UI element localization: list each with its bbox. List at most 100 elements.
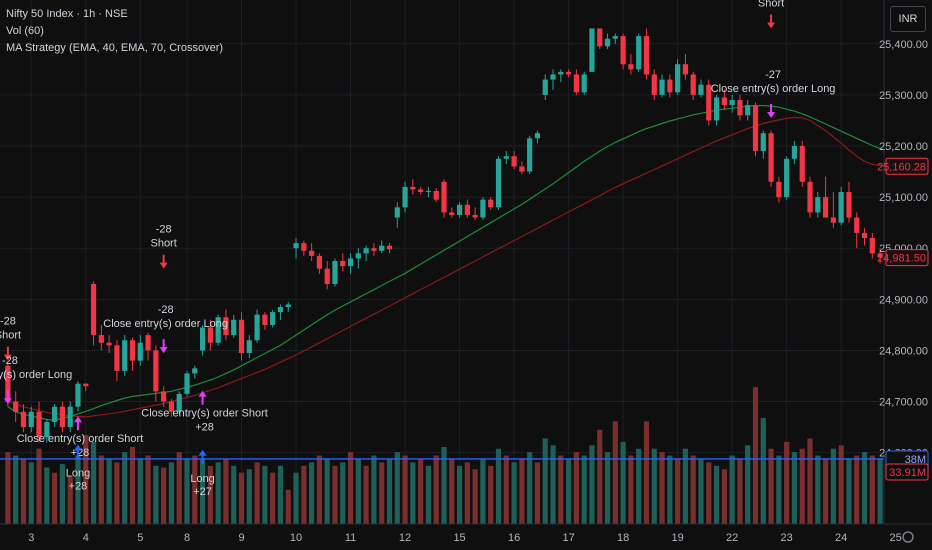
volume-bar bbox=[441, 447, 447, 524]
volume-bar bbox=[215, 462, 221, 524]
time-tick-label: 16 bbox=[508, 532, 520, 544]
signal-type-label: Close entry(s) order Long bbox=[103, 318, 228, 330]
volume-bar bbox=[75, 455, 81, 524]
volume-bar bbox=[768, 448, 774, 524]
candle bbox=[285, 304, 291, 307]
volume-bar bbox=[425, 465, 432, 524]
candle bbox=[464, 204, 470, 215]
axis-settings-icon bbox=[902, 531, 914, 543]
volume-bar bbox=[262, 465, 268, 524]
volume-bar bbox=[675, 458, 681, 524]
candle bbox=[363, 248, 369, 254]
candle bbox=[729, 100, 735, 106]
volume-bar bbox=[153, 465, 159, 524]
volume-bar bbox=[745, 445, 751, 524]
symbol-title[interactable]: Nifty 50 Index · 1h · NSE bbox=[6, 8, 128, 20]
candle bbox=[612, 36, 618, 39]
volume-bar bbox=[223, 458, 229, 524]
candle bbox=[254, 314, 260, 341]
volume-bar bbox=[106, 458, 112, 524]
volume-bar bbox=[83, 435, 89, 524]
candle bbox=[854, 217, 860, 233]
volume-bar bbox=[309, 462, 315, 524]
volume-bar bbox=[363, 465, 369, 524]
long-arrow-icon bbox=[73, 444, 82, 459]
signal-type-label: Short bbox=[150, 238, 176, 250]
candle bbox=[59, 406, 66, 428]
volume-bar bbox=[597, 429, 603, 524]
signal-type-label: Close entry(s) order Short bbox=[17, 433, 144, 445]
candle bbox=[550, 74, 556, 80]
candle bbox=[690, 74, 696, 95]
time-tick-label: 8 bbox=[184, 532, 190, 544]
price-tag bbox=[885, 249, 929, 267]
candle bbox=[324, 268, 330, 284]
candle bbox=[52, 406, 58, 422]
volume-bar bbox=[854, 455, 860, 524]
candle bbox=[122, 340, 128, 371]
strategy-indicator-label[interactable]: MA Strategy (EMA, 40, EMA, 70, Crossover… bbox=[6, 42, 224, 54]
short-arrow-icon bbox=[3, 346, 12, 361]
volume-bar bbox=[90, 441, 97, 524]
time-tick-label: 18 bbox=[617, 532, 629, 544]
signal-type-label: Long bbox=[190, 473, 214, 485]
volume-bar bbox=[207, 465, 213, 524]
volume-bar bbox=[784, 441, 790, 524]
volume-bar bbox=[558, 455, 564, 524]
price-tick-label: 25,100.00 bbox=[879, 192, 928, 204]
volume-bar bbox=[332, 465, 338, 524]
ema-slow-line bbox=[7, 116, 896, 418]
volume-bar bbox=[534, 462, 541, 524]
volume-bar bbox=[59, 464, 66, 524]
candle bbox=[44, 422, 50, 438]
volume-bar bbox=[550, 445, 556, 524]
candle bbox=[589, 28, 595, 72]
volume-bar bbox=[869, 455, 875, 524]
time-tick-label: 24 bbox=[835, 532, 847, 544]
volume-bar bbox=[231, 465, 237, 524]
candle bbox=[418, 189, 424, 192]
candle bbox=[332, 261, 338, 284]
volume-indicator-label[interactable]: Vol (60) bbox=[6, 25, 44, 37]
volume-bar bbox=[246, 469, 252, 524]
time-tick-label: 12 bbox=[399, 532, 411, 544]
volume-bar bbox=[355, 458, 361, 524]
candle bbox=[636, 36, 642, 70]
volume-bar bbox=[682, 448, 689, 524]
signal-qty-label: -28 bbox=[0, 316, 16, 328]
candle bbox=[830, 217, 836, 223]
volume-bar bbox=[137, 458, 143, 524]
candle bbox=[75, 383, 81, 407]
signal-qty-label: -27 bbox=[765, 69, 781, 81]
volume-bar bbox=[52, 472, 58, 524]
price-tick-label: 24,800.00 bbox=[879, 345, 928, 357]
volume-bar bbox=[846, 458, 852, 524]
volume-bar bbox=[145, 455, 151, 524]
currency-button[interactable]: INR bbox=[890, 6, 926, 32]
volume-bar bbox=[791, 452, 798, 524]
volume-bar bbox=[651, 448, 657, 524]
volume-bar bbox=[293, 472, 299, 524]
volume-bar bbox=[799, 448, 805, 524]
price-tick-label: 24,700.00 bbox=[879, 397, 928, 409]
volume-bar bbox=[815, 455, 821, 524]
time-tick-label: 22 bbox=[726, 532, 738, 544]
chart-legend: Nifty 50 Index · 1h · NSE Vol (60) MA St… bbox=[6, 6, 223, 57]
candle bbox=[838, 192, 844, 223]
candle bbox=[675, 64, 681, 93]
signal-type-label: Short bbox=[758, 0, 784, 9]
signal-qty-label: +28 bbox=[69, 481, 88, 493]
candle bbox=[558, 71, 564, 75]
price-tag-label: 24,981.50 bbox=[877, 253, 926, 265]
candle bbox=[799, 146, 805, 182]
signal-qty-label: -28 bbox=[156, 224, 172, 236]
candle bbox=[371, 248, 377, 251]
price-tick-label: 25,400.00 bbox=[879, 39, 928, 51]
volume-bar bbox=[729, 455, 735, 524]
candle bbox=[277, 307, 284, 313]
candle bbox=[215, 317, 221, 343]
volume-bar bbox=[36, 448, 42, 524]
candle bbox=[238, 319, 245, 353]
volume-bar bbox=[347, 452, 354, 524]
